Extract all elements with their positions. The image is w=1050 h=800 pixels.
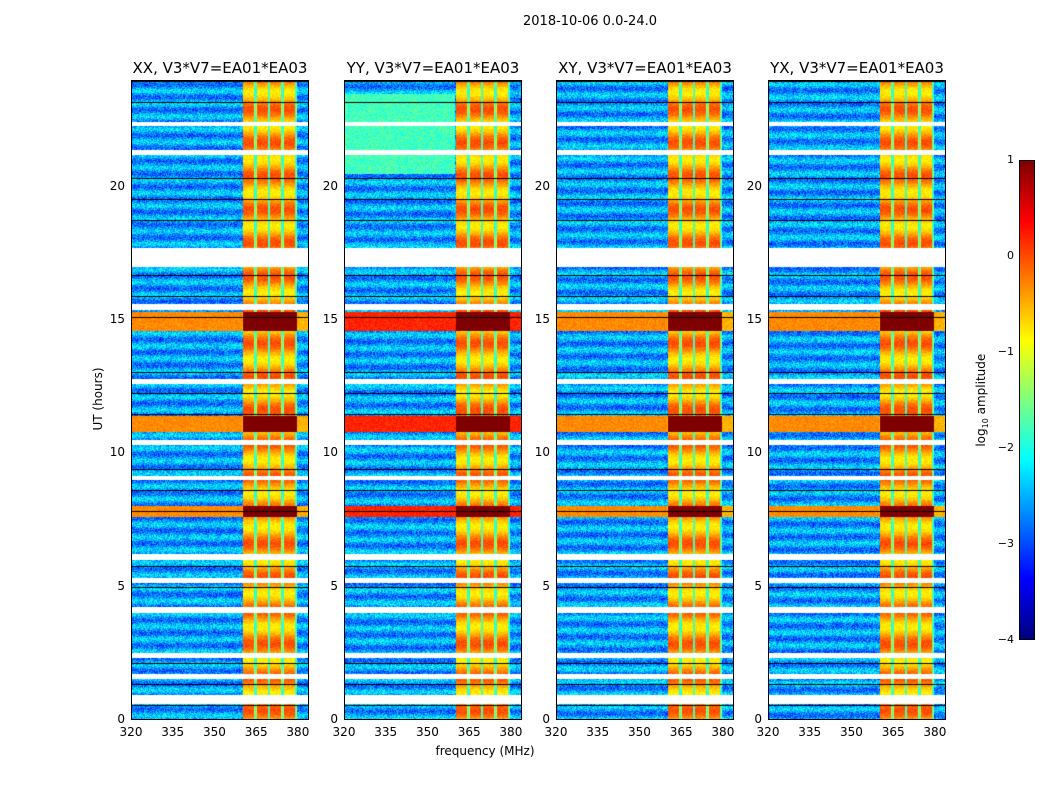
x-tick-label: 350 — [839, 725, 863, 739]
x-tick-label: 365 — [669, 725, 693, 739]
x-tick-label: 350 — [415, 725, 439, 739]
x-tick-label: 365 — [244, 725, 268, 739]
colorbar-tick-label: 1 — [1007, 153, 1014, 166]
y-tick-label: 15 — [322, 312, 338, 326]
y-tick-label: 10 — [534, 445, 550, 460]
colorbar-tick-label: −2 — [997, 441, 1014, 454]
panel-title: XX, V3*V7=EA01*EA03 — [132, 59, 308, 77]
y-tick-label: 15 — [746, 312, 762, 326]
x-tick-label: 365 — [457, 725, 481, 739]
y-tick-label: 5 — [330, 578, 338, 593]
x-tick-label: 380 — [286, 725, 310, 739]
x-tick-label: 335 — [161, 725, 185, 739]
y-tick-label: 10 — [109, 445, 125, 460]
y-tick-label: 0 — [117, 712, 125, 726]
colorbar-tick-label: −4 — [997, 633, 1014, 646]
x-tick-label: 320 — [119, 725, 143, 739]
x-tick-label: 335 — [374, 725, 398, 739]
x-tick-label: 335 — [586, 725, 610, 739]
y-tick-label: 5 — [754, 578, 762, 593]
x-tick-label: 350 — [627, 725, 651, 739]
waterfall-panel — [344, 80, 522, 720]
y-tick-label: 5 — [117, 578, 125, 593]
y-axis-label: UT (hours) — [91, 367, 105, 431]
y-tick-label: 20 — [534, 178, 550, 193]
y-tick-label: 10 — [322, 445, 338, 460]
x-tick-label: 320 — [544, 725, 568, 739]
heatmap-image — [557, 81, 733, 719]
waterfall-panel — [131, 80, 309, 720]
panel-title: YX, V3*V7=EA01*EA03 — [770, 59, 944, 77]
panel-title: YY, V3*V7=EA01*EA03 — [346, 59, 520, 77]
x-tick-label: 350 — [202, 725, 226, 739]
colorbar-tick-label: 0 — [1007, 249, 1014, 262]
y-tick-label: 5 — [542, 578, 550, 593]
colorbar-tick-label: −1 — [997, 345, 1014, 358]
colorbar-label: log10 amplitude — [973, 353, 991, 447]
heatmap-image — [345, 81, 521, 719]
colorbar-tick-label: −3 — [997, 537, 1014, 550]
y-tick-label: 15 — [534, 312, 550, 326]
y-tick-label: 0 — [330, 712, 338, 726]
x-tick-label: 380 — [923, 725, 947, 739]
y-tick-label: 15 — [109, 312, 125, 326]
x-tick-label: 380 — [711, 725, 735, 739]
y-tick-label: 0 — [754, 712, 762, 726]
x-axis-label: frequency (MHz) — [435, 744, 535, 758]
y-tick-label: 20 — [322, 178, 338, 193]
x-tick-label: 380 — [499, 725, 523, 739]
y-tick-label: 10 — [746, 445, 762, 460]
panel-title: XY, V3*V7=EA01*EA03 — [558, 59, 732, 77]
y-tick-label: 20 — [746, 178, 762, 193]
figure-title: 2018-10-06 0.0-24.0 — [523, 14, 657, 29]
y-tick-label: 20 — [109, 178, 125, 193]
colorbar — [1019, 160, 1035, 640]
x-tick-label: 365 — [881, 725, 905, 739]
heatmap-image — [769, 81, 945, 719]
x-tick-label: 320 — [332, 725, 356, 739]
waterfall-panel — [768, 80, 946, 720]
x-tick-label: 320 — [756, 725, 780, 739]
waterfall-panel — [556, 80, 734, 720]
heatmap-image — [132, 81, 308, 719]
x-tick-label: 335 — [798, 725, 822, 739]
y-tick-label: 0 — [542, 712, 550, 726]
